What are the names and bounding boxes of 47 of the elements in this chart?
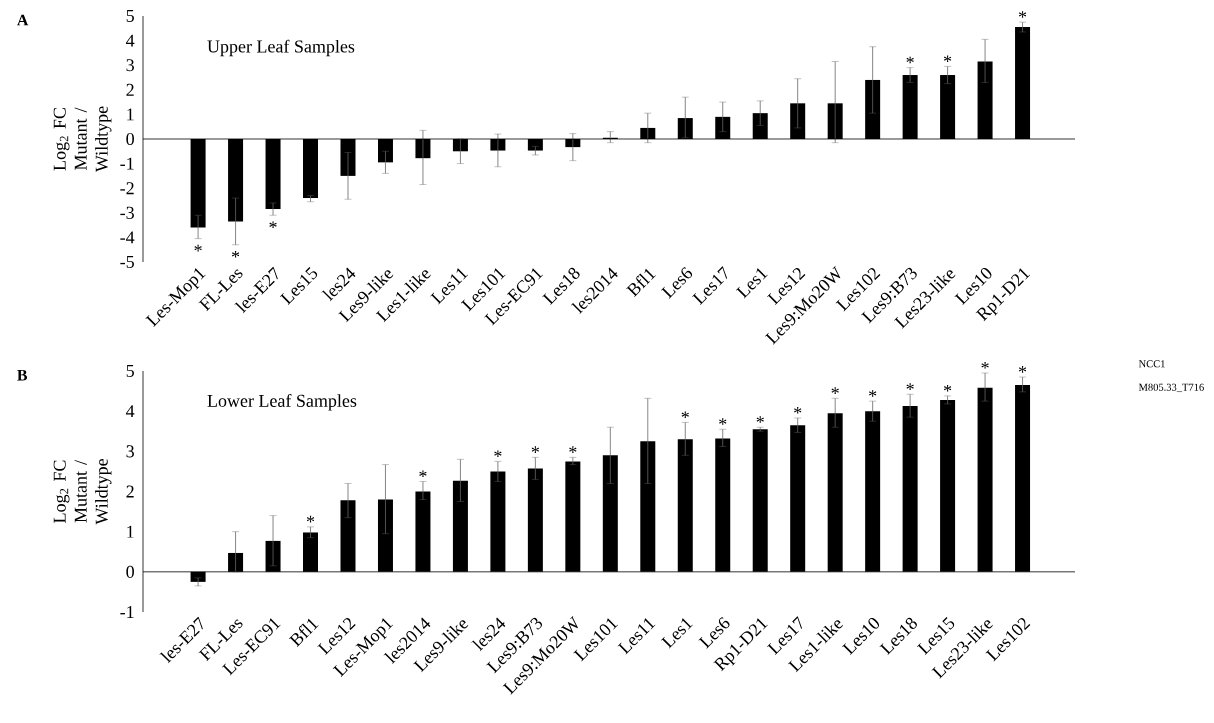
data-label: * [831, 387, 839, 394]
data-label: * [269, 221, 277, 229]
y-tick-label: 5 [126, 365, 134, 377]
data-label: * [794, 407, 802, 414]
y-tick-label: -2 [120, 182, 134, 195]
data-label: * [906, 56, 914, 64]
x-tick-label: Bfl1 [626, 268, 656, 298]
data-label: * [194, 244, 202, 252]
data-label: * [1018, 11, 1027, 18]
y-tick-label: 3 [126, 445, 134, 458]
data-label: * [681, 411, 689, 419]
data-label: * [943, 55, 952, 63]
y-tick-label: -1 [120, 606, 134, 618]
y-tick-label: -5 [120, 256, 134, 268]
y-tick-label: -3 [120, 206, 134, 219]
y-tick-label: 4 [126, 34, 135, 47]
y-tick-label: 2 [126, 485, 134, 498]
chart-title: B [17, 369, 28, 381]
data-label: * [869, 390, 877, 397]
y-tick-label: 0 [126, 565, 134, 578]
y-tick-label: 2 [126, 83, 134, 96]
data-label: * [569, 446, 577, 453]
y-tick-label: -1 [120, 157, 134, 170]
data-label: * [719, 418, 727, 425]
chart-title: A [17, 14, 29, 26]
y-tick-label: 4 [126, 405, 135, 418]
data-label: * [756, 416, 764, 423]
data-label: * [906, 383, 914, 390]
text: Upper Leaf Samples [207, 39, 355, 57]
y-tick-label: -4 [120, 231, 135, 244]
y-tick-label: 1 [127, 525, 134, 538]
data-label: * [306, 515, 315, 523]
y-tick-label: 3 [126, 59, 134, 72]
y-tick-label: 5 [126, 10, 134, 22]
data-label: * [231, 250, 240, 258]
x-tick-label: Bfl1 [288, 618, 319, 648]
text: M805.33_T716 [1138, 383, 1204, 393]
data-label: * [494, 450, 502, 457]
data-label: * [531, 446, 540, 453]
data-label: * [943, 384, 952, 392]
text: Lower Leaf Samples [207, 394, 357, 411]
data-label: * [419, 470, 427, 478]
data-label: * [981, 362, 989, 369]
y-tick-label: 0 [126, 132, 134, 146]
text: NCC1 [1138, 360, 1165, 368]
data-label: * [1018, 366, 1027, 373]
y-tick-label: 1 [127, 108, 134, 121]
